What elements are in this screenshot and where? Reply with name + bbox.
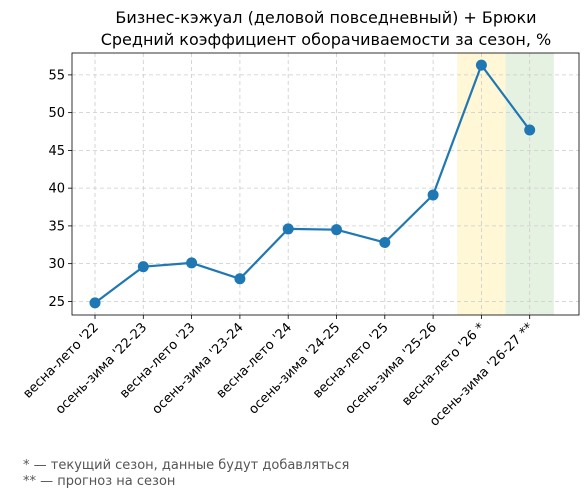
x-tick-label: осень-зима '22-23: [53, 320, 150, 417]
x-tick-label: весна-лето '26 *: [399, 320, 488, 409]
y-tick-label: 45: [48, 144, 65, 159]
y-tick-label: 50: [48, 106, 65, 121]
data-point-1: [89, 297, 101, 309]
plot-frame: [71, 52, 580, 316]
data-point-3: [186, 257, 198, 269]
grid-lines: [72, 53, 579, 315]
y-axis: 25 30 35 40 45 50 55: [48, 68, 72, 310]
x-tick-label: осень-зима '25-26: [343, 320, 440, 417]
x-tick-label: осень-зима '23-24: [149, 320, 246, 417]
data-point-10: [524, 124, 536, 136]
series-line-1: [94, 63, 531, 304]
data-point-8: [427, 189, 439, 201]
data-point-6: [331, 224, 342, 236]
y-tick-label: 30: [48, 257, 65, 272]
y-tick-label: 25: [48, 295, 65, 310]
x-tick-label: осень-зима '24-25: [246, 320, 343, 417]
data-point-9: [475, 59, 487, 71]
y-tick-label: 55: [48, 68, 65, 83]
highlight-band-1: [457, 53, 506, 315]
data-point-5: [282, 223, 294, 235]
footnote-current-season: * — текущий сезон, данные будут добавлят…: [23, 458, 349, 473]
highlight-band-2: [505, 53, 554, 315]
data-point-4: [234, 273, 246, 285]
footnote-forecast: ** — прогноз на сезон: [23, 474, 175, 489]
series-layer: [89, 59, 536, 309]
chart-subtitle: Средний коэффициент оборачиваемости за с…: [101, 30, 552, 49]
data-point-2: [137, 261, 149, 273]
y-tick-label: 35: [48, 219, 65, 234]
data-point-7: [379, 237, 391, 249]
y-tick-label: 40: [48, 182, 65, 197]
chart-title: Бизнес-кэжуал (деловой повседневный) + Б…: [115, 8, 536, 27]
